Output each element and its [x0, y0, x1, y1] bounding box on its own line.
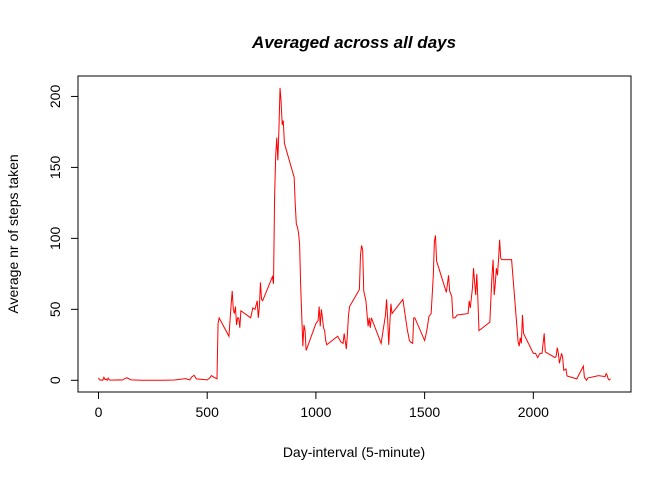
x-tick-label: 2000 — [518, 404, 549, 420]
y-tick-label: 0 — [47, 376, 63, 384]
y-tick-label: 150 — [47, 156, 63, 180]
data-line — [98, 87, 611, 382]
y-tick-label: 200 — [47, 85, 63, 109]
x-tick-label: 1000 — [300, 404, 331, 420]
y-tick-label: 100 — [47, 226, 63, 250]
y-tick-label: 50 — [47, 301, 63, 317]
x-tick-label: 1500 — [409, 404, 440, 420]
x-tick-label: 500 — [196, 404, 220, 420]
x-axis-label: Day-interval (5-minute) — [283, 444, 425, 460]
y-axis-label: Average nr of steps taken — [5, 154, 21, 313]
x-tick-label: 0 — [95, 404, 103, 420]
chart-title: Averaged across all days — [251, 33, 456, 52]
